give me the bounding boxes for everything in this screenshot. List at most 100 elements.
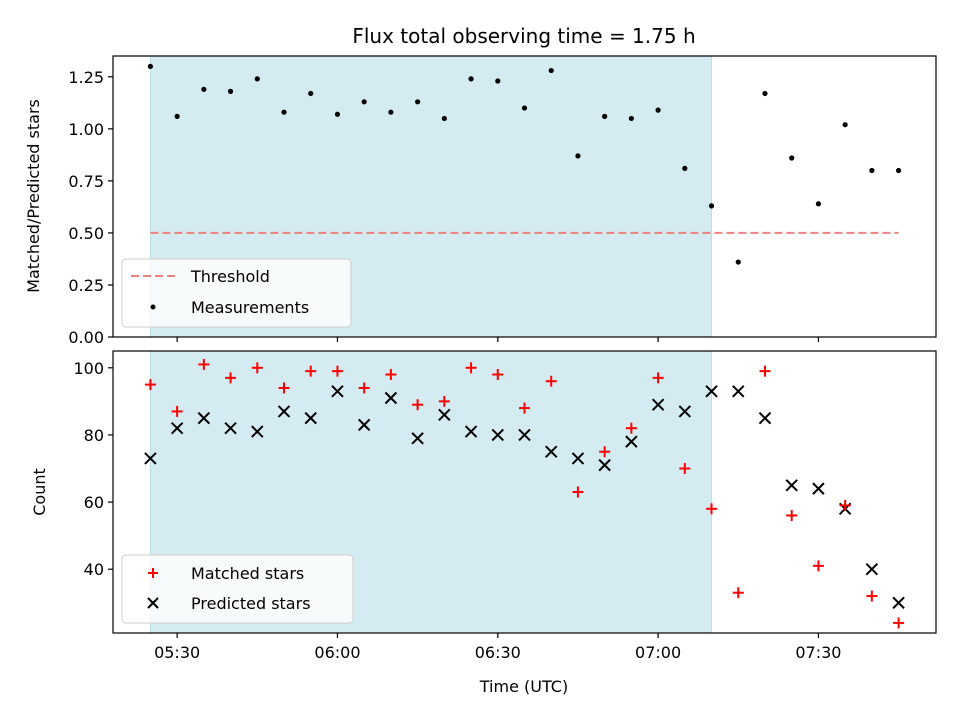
measurement-point	[308, 90, 314, 97]
measurement-point	[548, 67, 554, 74]
matched-star-point	[545, 375, 557, 387]
matched-star-point	[866, 590, 878, 602]
matched-star-point	[652, 372, 664, 384]
bottom-axes-frame	[112, 350, 937, 634]
measurement-point	[575, 153, 581, 159]
measurement-point	[254, 76, 260, 82]
predicted-star-point	[892, 596, 905, 609]
measurement-point	[388, 109, 394, 115]
predicted-star-point	[491, 428, 504, 442]
top-legend-box	[121, 258, 352, 328]
measurement-point	[227, 88, 234, 94]
legend-predicted-swatch	[147, 597, 159, 609]
matched-star-point	[706, 503, 718, 515]
predicted-star-point	[518, 428, 531, 442]
predicted-star-point	[865, 563, 879, 576]
matched-star-point	[572, 486, 584, 498]
predicted-star-point	[304, 411, 317, 425]
measurement-point	[147, 63, 154, 70]
predicted-star-point	[224, 422, 237, 435]
x-tick-label: 07:30	[795, 643, 841, 662]
measurement-point	[682, 165, 688, 171]
measurement-point	[815, 201, 822, 207]
predicted-star-point	[625, 435, 638, 448]
predicted-star-point	[545, 445, 558, 458]
measurement-point	[602, 113, 608, 119]
predicted-star-point	[251, 425, 264, 438]
matched-star-point	[519, 402, 530, 414]
predicted-star-point	[651, 398, 665, 411]
top-y-tick-label: 1.00	[68, 120, 104, 139]
matched-star-point	[893, 617, 905, 629]
chart-title: Flux total observing time = 1.75 h	[352, 24, 695, 48]
bottom-panel: 40 60 80 100 05:30 06:00 06:30 07:00 07:30 Coun…	[30, 350, 937, 696]
matched-star-point	[251, 362, 263, 374]
predicted-star-point	[144, 452, 157, 465]
x-axis-label: Time (UTC)	[479, 677, 568, 696]
x-tick-label: 05:30	[154, 643, 200, 662]
top-y-tick-label: 0.50	[68, 224, 104, 243]
measurement-point	[869, 167, 875, 174]
predicted-star-point	[411, 432, 424, 445]
top-y-tick-label: 0.25	[68, 276, 104, 295]
bottom-legend: Matched stars Predicted stars	[121, 554, 354, 624]
matched-star-point	[465, 362, 477, 374]
measurement-point	[895, 167, 902, 174]
top-axes-frame	[112, 55, 937, 338]
measurement-point	[468, 76, 474, 82]
matched-star-point	[171, 405, 183, 417]
x-tick-label: 06:30	[475, 643, 521, 662]
matched-star-point	[385, 369, 397, 380]
matched-star-point	[278, 382, 290, 394]
measurement-point	[334, 111, 341, 117]
legend-predicted-label: Predicted stars	[191, 594, 311, 613]
legend-threshold-label: Threshold	[190, 267, 270, 286]
top-y-tick-label: 0.75	[68, 172, 104, 191]
predicted-star-point	[197, 411, 211, 425]
top-legend: Threshold Measurements	[121, 258, 352, 328]
predicted-star-point	[571, 452, 585, 465]
bottom-y-ticks: 40 60 80 100	[73, 359, 113, 579]
measurement-points	[147, 63, 902, 265]
bottom-y-tick-label: 80	[84, 426, 104, 445]
predicted-star-point	[732, 385, 745, 398]
matched-star-point	[625, 422, 637, 434]
predicted-star-point	[357, 418, 371, 432]
top-y-axis-label: Matched/Predicted stars	[24, 99, 43, 293]
matched-star-point	[412, 399, 424, 411]
matched-star-point	[679, 463, 691, 474]
measurement-point	[628, 115, 634, 122]
x-tick-label: 07:00	[635, 643, 681, 662]
matched-star-point	[732, 587, 744, 599]
legend-matched-label: Matched stars	[191, 564, 304, 583]
matched-star-point	[599, 446, 611, 458]
measurement-point	[762, 90, 768, 97]
matched-star-point	[305, 365, 317, 377]
measurement-point	[201, 86, 207, 92]
measurement-point	[521, 105, 528, 111]
matched-star-point	[839, 499, 851, 511]
top-y-ticks: 0.00 0.25 0.50 0.75 1.00 1.25	[68, 68, 113, 347]
predicted-star-point	[464, 425, 478, 438]
predicted-star-point	[785, 479, 798, 492]
measurement-point	[415, 99, 421, 105]
predicted-star-point	[705, 385, 718, 398]
predicted-star-point	[170, 422, 184, 435]
predicted-stars-points	[144, 385, 905, 609]
matched-star-point	[358, 382, 370, 394]
matched-star-point	[812, 560, 824, 572]
bottom-y-tick-label: 40	[84, 560, 104, 579]
measurement-point	[441, 115, 447, 122]
predicted-star-point	[758, 411, 772, 425]
legend-measurements-label: Measurements	[191, 298, 309, 317]
measurement-point	[495, 78, 501, 84]
matched-star-point	[144, 379, 156, 391]
legend-measurements-swatch	[150, 304, 156, 310]
measurement-point	[842, 122, 848, 128]
top-x-ticks	[176, 337, 820, 342]
top-y-tick-label: 1.25	[68, 68, 104, 87]
predicted-star-point	[277, 405, 291, 418]
matched-star-point	[198, 358, 210, 370]
measurement-point	[708, 203, 715, 209]
